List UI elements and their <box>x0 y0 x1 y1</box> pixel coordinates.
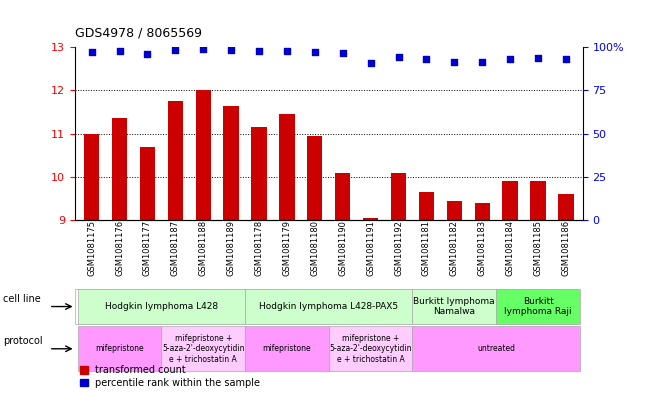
Text: GSM1081187: GSM1081187 <box>171 220 180 276</box>
Point <box>561 56 571 62</box>
Bar <box>195 90 211 220</box>
Bar <box>84 134 99 220</box>
Bar <box>496 289 580 324</box>
Bar <box>363 218 378 220</box>
Text: GSM1081188: GSM1081188 <box>199 220 208 276</box>
Point <box>226 47 236 53</box>
Bar <box>245 326 329 371</box>
Bar <box>419 192 434 220</box>
Bar <box>161 326 245 371</box>
Legend: transformed count, percentile rank within the sample: transformed count, percentile rank withi… <box>79 365 260 388</box>
Text: GSM1081179: GSM1081179 <box>283 220 292 276</box>
Text: GSM1081181: GSM1081181 <box>422 220 431 276</box>
Text: Burkitt lymphoma
Namalwa: Burkitt lymphoma Namalwa <box>413 297 495 316</box>
Bar <box>503 181 518 220</box>
Text: GSM1081183: GSM1081183 <box>478 220 487 276</box>
Point <box>337 50 348 56</box>
Text: GSM1081177: GSM1081177 <box>143 220 152 276</box>
Bar <box>245 289 413 324</box>
Text: mifepristone: mifepristone <box>262 344 311 353</box>
Text: GSM1081190: GSM1081190 <box>339 220 347 276</box>
Text: Burkitt
lymphoma Raji: Burkitt lymphoma Raji <box>504 297 572 316</box>
Bar <box>391 173 406 220</box>
Bar <box>279 114 294 220</box>
Bar <box>112 119 127 220</box>
Text: GSM1081180: GSM1081180 <box>311 220 319 276</box>
Text: GSM1081175: GSM1081175 <box>87 220 96 276</box>
Point <box>533 54 543 61</box>
Text: Hodgkin lymphoma L428-PAX5: Hodgkin lymphoma L428-PAX5 <box>259 302 398 311</box>
Text: GSM1081182: GSM1081182 <box>450 220 459 276</box>
Point <box>449 59 460 65</box>
Text: GDS4978 / 8065569: GDS4978 / 8065569 <box>75 26 202 39</box>
Bar <box>558 194 574 220</box>
Bar <box>140 147 155 220</box>
Point <box>198 46 208 52</box>
Point <box>142 51 152 57</box>
Point <box>170 47 180 53</box>
Bar <box>223 105 239 220</box>
Text: GSM1081184: GSM1081184 <box>506 220 514 276</box>
Bar <box>168 101 183 220</box>
Point <box>393 53 404 60</box>
Bar <box>475 203 490 220</box>
Bar <box>251 127 267 220</box>
Bar <box>531 181 546 220</box>
Bar <box>307 136 322 220</box>
Point <box>87 49 97 55</box>
Bar <box>447 201 462 220</box>
Bar <box>413 326 580 371</box>
Text: protocol: protocol <box>3 336 43 346</box>
Point <box>477 59 488 65</box>
Point <box>421 56 432 62</box>
Point <box>365 60 376 66</box>
Text: GSM1081185: GSM1081185 <box>534 220 542 276</box>
Bar <box>335 173 350 220</box>
Point <box>115 48 125 54</box>
Text: mifepristone +
5-aza-2'-deoxycytidin
e + trichostatin A: mifepristone + 5-aza-2'-deoxycytidin e +… <box>162 334 245 364</box>
Text: untreated: untreated <box>477 344 515 353</box>
Text: GSM1081189: GSM1081189 <box>227 220 236 276</box>
Point <box>505 56 516 62</box>
Text: GSM1081186: GSM1081186 <box>561 220 570 276</box>
Bar <box>329 326 413 371</box>
Point <box>254 48 264 55</box>
Text: GSM1081191: GSM1081191 <box>366 220 375 276</box>
Text: GSM1081192: GSM1081192 <box>394 220 403 276</box>
Text: Hodgkin lymphoma L428: Hodgkin lymphoma L428 <box>105 302 218 311</box>
Bar <box>413 289 496 324</box>
Text: GSM1081178: GSM1081178 <box>255 220 264 276</box>
Text: GSM1081176: GSM1081176 <box>115 220 124 276</box>
Text: mifepristone: mifepristone <box>95 344 144 353</box>
Text: mifepristone +
5-aza-2'-deoxycytidin
e + trichostatin A: mifepristone + 5-aza-2'-deoxycytidin e +… <box>329 334 412 364</box>
Point <box>282 48 292 55</box>
Point <box>310 49 320 55</box>
Bar <box>77 289 245 324</box>
Bar <box>77 326 161 371</box>
Text: cell line: cell line <box>3 294 41 304</box>
